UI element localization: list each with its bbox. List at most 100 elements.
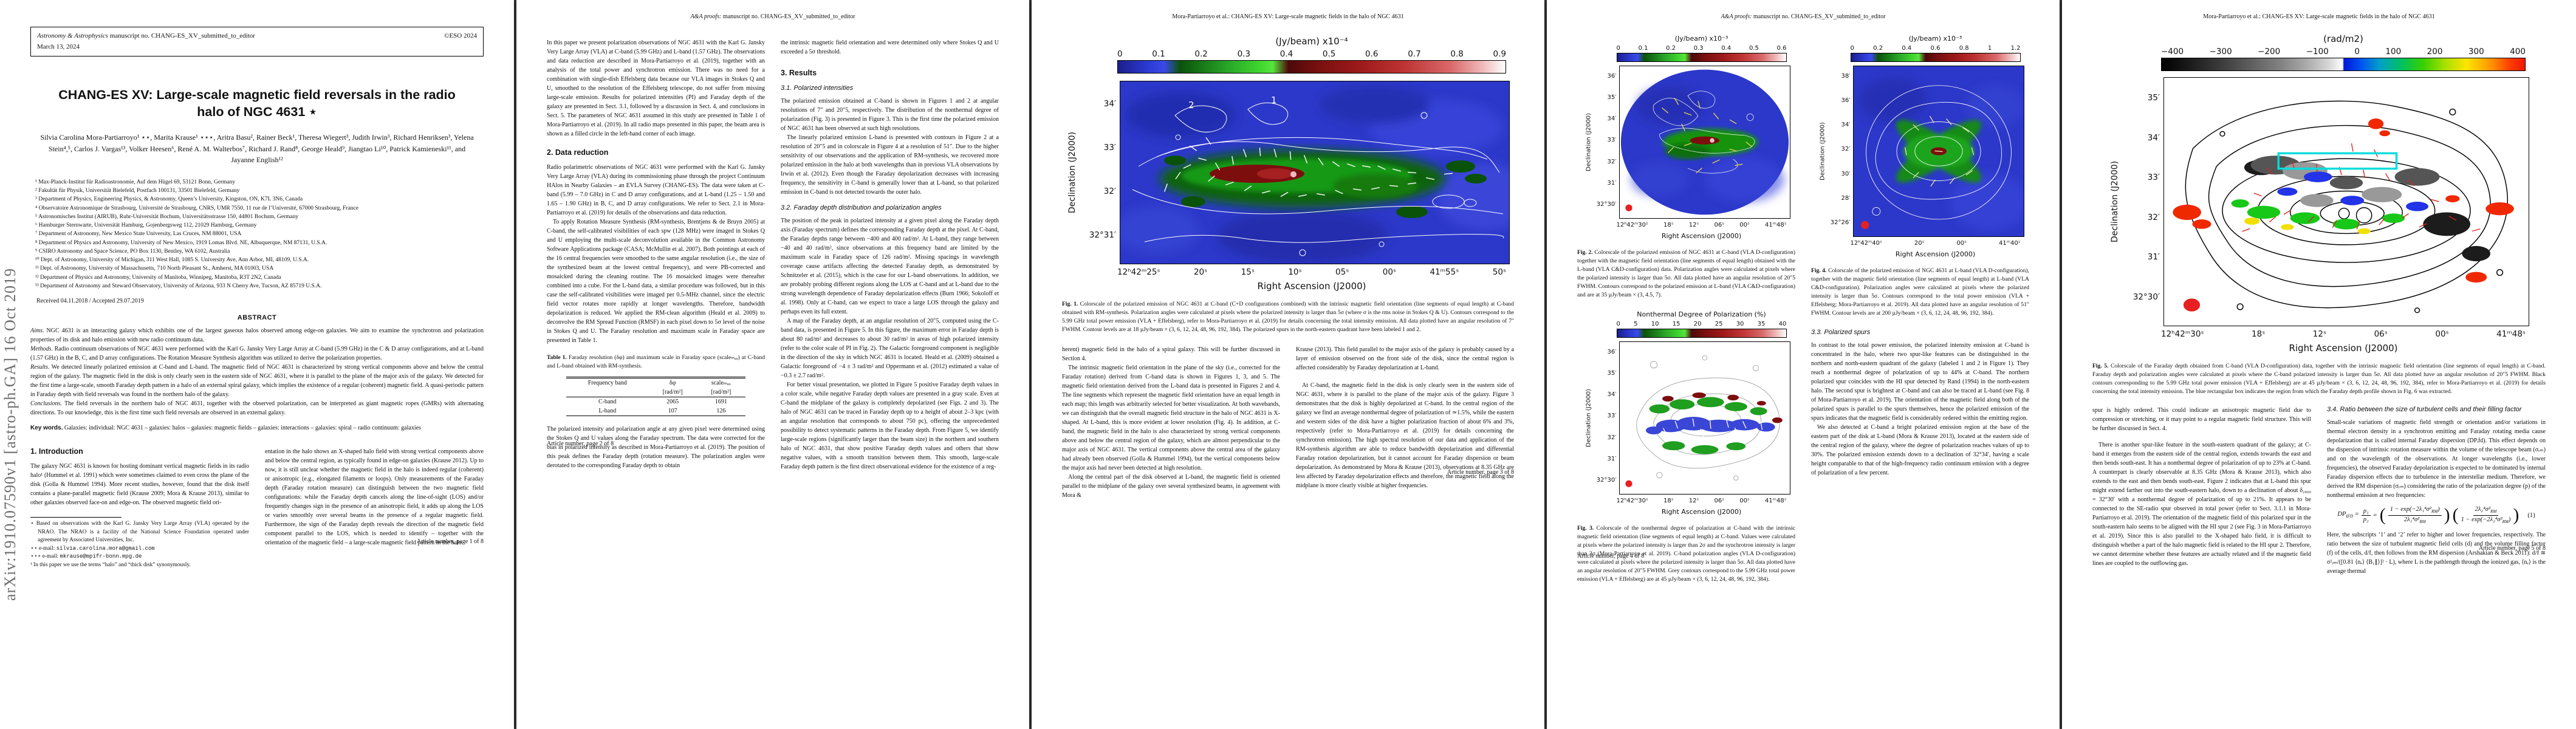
table-1: Frequency band δφ scaleₘₐₓ [rad/m²] [rad/m²… bbox=[566, 377, 745, 416]
page-footer: Article number, page 2 of 8 bbox=[547, 440, 614, 447]
fig1-xlabel: Right Ascension (J2000) bbox=[1257, 281, 1366, 292]
fig5-beam-icon bbox=[2183, 298, 2201, 312]
fig1-map: 2 1 bbox=[1120, 81, 1510, 264]
running-header: A&A proofs: manuscript no. CHANG-ES_XV_s… bbox=[1721, 13, 1886, 20]
manuscript-header-box: ©ESO 2024 Astronomy & Astrophysics manus… bbox=[30, 27, 484, 57]
fig5-map bbox=[2163, 77, 2529, 326]
fig4-colorbar bbox=[1850, 53, 2021, 62]
fig1-colorbar bbox=[1117, 60, 1506, 74]
fig4-map bbox=[1852, 66, 2024, 237]
fig1-dec-ticks: 34′ 33′ 32′ 32°31′ bbox=[1089, 99, 1116, 240]
fig3-colorbar bbox=[1616, 329, 1787, 338]
fig3-ra-ticks: 12ʰ42ᵐ30ˢ 18ˢ 12ˢ 06ˢ 00ˢ 41ᵐ48ˢ bbox=[1616, 498, 1787, 504]
fig2-dec-ticks: 36′ 35′ 34′ 33′ 32′ 31′ 32°30′ bbox=[1596, 73, 1617, 208]
figure-5: (rad/m2) −400 −300 −200 −100 0 100 200 300 400 D… bbox=[2109, 33, 2529, 354]
fig1-ra-ticks: 12ʰ42ᵐ25ˢ 20ˢ 15ˢ 10ˢ 05ˢ 00ˢ 41ᵐ55ˢ 50ˢ bbox=[1117, 267, 1506, 277]
page-4-figures-2-3-4: A&A proofs: manuscript no. CHANG-ES_XV_s… bbox=[1547, 0, 2060, 729]
footnote-email-2: ⋆⋆⋆ e-mail: mkrause@mpifr-bonn.mpg.de bbox=[30, 553, 142, 560]
section-1-heading: 1. Introduction bbox=[30, 447, 83, 456]
footnote-rule bbox=[30, 517, 122, 518]
figure-1-caption: Fig. 1. Colorscale of the polarized emis… bbox=[1062, 301, 1514, 333]
paper-title: CHANG-ES XV: Large-scale magnetic field … bbox=[58, 87, 456, 120]
footnote-email-1: ⋆⋆ e-mail: silvia.carolina.mora@gmail.co… bbox=[30, 545, 155, 552]
body-paragraph: Radio polarimetric observations of NGC 4… bbox=[547, 164, 765, 216]
keywords: Key words. Galaxies: individual: NGC 463… bbox=[30, 425, 421, 432]
fig1-colorbar-ticks: 0 0.1 0.2 0.3 0.4 0.5 0.6 0.7 0.8 0.9 bbox=[1117, 49, 1506, 59]
fig5-ra-ticks: 12ʰ42ᵐ30ˢ 18ˢ 12ˢ 06ˢ 00ˢ 41ᵐ48ˢ bbox=[2161, 329, 2526, 339]
figure-5-caption: Fig. 5. Colorscale of the Faraday depth … bbox=[2092, 363, 2546, 395]
column-left: herent) magnetic field in the halo of a … bbox=[1062, 345, 1280, 500]
body-paragraph: Along the central part of the disk obser… bbox=[1062, 474, 1280, 499]
manuscript-date: March 13, 2024 bbox=[37, 43, 80, 51]
section-3-heading: 3. Results bbox=[781, 69, 817, 77]
fig5-ylabel: Declination (J2000) bbox=[2110, 160, 2120, 243]
fig4-colorbar-ticks: 0 0.2 0.4 0.6 0.8 1 1.2 bbox=[1850, 45, 2021, 52]
body-paragraph: To apply Rotation Measure Synthesis (RM-… bbox=[547, 219, 765, 344]
body-paragraph: entation in the halo shows an X-shaped h… bbox=[265, 448, 484, 547]
column-right: the intrinsic magnetic field orientation… bbox=[781, 38, 999, 471]
page-5-figure-5: Mora-Partiarroyo et al.: CHANG-ES XV: La… bbox=[2062, 0, 2576, 729]
column-right: Krause (2013). This field parallel to th… bbox=[1296, 345, 1514, 500]
fig3-map bbox=[1619, 341, 1790, 495]
page-1-title-page: arXiv:1910.07590v1 [astro-ph.GA] 16 Oct … bbox=[0, 0, 514, 729]
fig5-xlabel: Right Ascension (J2000) bbox=[2289, 343, 2398, 354]
column-right: (Jy/beam) x10⁻³ 0 0.2 0.4 0.6 0.8 1 1.2 Declin… bbox=[1811, 35, 2029, 584]
figure-3-caption: Fig. 3. Colorscale of the nonthermal deg… bbox=[1577, 525, 1795, 583]
fig2-map bbox=[1619, 66, 1790, 219]
fig3-ylabel: Declination (J2000) bbox=[1585, 389, 1592, 447]
section-3-1-heading: 3.1. Polarized intensities bbox=[781, 84, 854, 92]
abstract: Aims. NGC 4631 is an interacting galaxy … bbox=[30, 326, 484, 417]
section-3-2-heading: 3.2. Faraday depth distribution and pola… bbox=[781, 204, 942, 211]
body-paragraph: In this paper we present polarization ob… bbox=[547, 39, 765, 137]
running-header: Mora-Partiarroyo et al.: CHANG-ES XV: La… bbox=[1172, 13, 1404, 20]
page-footer: Article number, page 1 of 8 bbox=[416, 538, 484, 545]
manuscript-no: manuscript no. CHANG-ES_XV_submitted_to_… bbox=[108, 32, 255, 39]
section-3-3-heading: 3.3. Polarized spurs bbox=[1811, 329, 1871, 336]
fig1-ylabel: Declination (J2000) bbox=[1067, 131, 1077, 214]
body-paragraph: We also detected at C-band a bright pola… bbox=[1811, 424, 2029, 476]
abstract-methods: Methods. Radio continuum observations of… bbox=[30, 346, 484, 362]
abstract-conclusions: Conclusions. The field reversals in the … bbox=[30, 400, 484, 417]
column-left: spur is highly ordered. This could indic… bbox=[2092, 406, 2311, 576]
body-paragraph: There is another spur-like feature in th… bbox=[2092, 442, 2311, 567]
footnotes: ⋆ Based on observations with the Karl G.… bbox=[30, 517, 249, 569]
table-header: δφ bbox=[669, 380, 676, 386]
body-paragraph: In contrast to the total power emission,… bbox=[1811, 342, 2029, 422]
fig5-colorbar-label: (rad/m2) bbox=[2323, 33, 2363, 44]
body-paragraph: The polarized emission obtained at C-ban… bbox=[781, 98, 999, 132]
figure-2-caption: Fig. 2. Colorscale of the polarized emis… bbox=[1577, 249, 1795, 298]
journal-name: Astronomy & Astrophysics bbox=[37, 32, 108, 39]
fig1-colorbar-label: (Jy/beam) x10⁻⁴ bbox=[1275, 36, 1348, 47]
page-footer: Article number, page 4 of 8 bbox=[1577, 553, 1645, 560]
page-3-figure-1: Mora-Partiarroyo et al.: CHANG-ES XV: La… bbox=[1032, 0, 1544, 729]
section-2-heading: 2. Data reduction bbox=[547, 148, 609, 157]
figure-1: (Jy/beam) x10⁻⁴ 0 0.1 0.2 0.3 0.4 0.5 0.6 0.7 0.… bbox=[1066, 36, 1510, 292]
figure-2: (Jy/beam) x10⁻³ 0 0.1 0.2 0.3 0.4 0.5 0.6 Decl… bbox=[1583, 35, 1790, 240]
table-row: L-band 107 126 bbox=[598, 408, 726, 414]
intro-column-left: 1. Introduction The galaxy NGC 4631 is k… bbox=[30, 447, 249, 569]
fig1-spur-label-1: 1 bbox=[1271, 95, 1277, 106]
fig4-dec-ticks: 38′ 36′ 34′ 32′ 30′ 28′ 32°26′ bbox=[1830, 73, 1851, 226]
affiliation-list: ¹ Max-Planck-Institut für Radioastronomi… bbox=[35, 179, 358, 289]
fig2-ra-ticks: 12ʰ42ᵐ30ˢ 18ˢ 12ˢ 06ˢ 00ˢ 41ᵐ48ˢ bbox=[1616, 222, 1787, 228]
fig4-ylabel: Declination (J2000) bbox=[1819, 122, 1826, 180]
section-3-4-heading: 3.4. Ratio between the size of turbulent… bbox=[2327, 406, 2522, 413]
fig5-extraction-box bbox=[2277, 152, 2398, 170]
page-footer: Article number, page 5 of 8 bbox=[2478, 545, 2546, 552]
table-header: Frequency band bbox=[587, 380, 627, 386]
figure-4: (Jy/beam) x10⁻³ 0 0.2 0.4 0.6 0.8 1 1.2 Declin… bbox=[1817, 35, 2024, 258]
body-paragraph: At C-band, the magnetic field in the dis… bbox=[1296, 382, 1514, 489]
fig4-xlabel: Right Ascension (J2000) bbox=[1895, 250, 1976, 258]
fig2-colorbar-ticks: 0 0.1 0.2 0.3 0.4 0.5 0.6 bbox=[1616, 45, 1787, 52]
body-paragraph: The galaxy NGC 4631 is known for hosting… bbox=[30, 463, 249, 507]
fig2-xlabel: Right Ascension (J2000) bbox=[1661, 232, 1742, 240]
body-paragraph: herent) magnetic field in the halo of a … bbox=[1062, 346, 1280, 362]
eso-copyright: ©ESO 2024 bbox=[444, 32, 477, 39]
body-paragraph: Krause (2013). This field parallel to th… bbox=[1296, 346, 1514, 371]
body-paragraph: The linearly polarized emission L-band i… bbox=[781, 134, 999, 196]
fig4-ra-ticks: 12ʰ42ᵐ40ˢ 20ˢ 00ˢ 41ᵐ40ˢ bbox=[1850, 240, 2021, 247]
received-accepted: Received 04.11.2018 / Accepted 29.07.201… bbox=[36, 298, 144, 305]
body-paragraph: spur is highly ordered. This could indic… bbox=[2092, 407, 2311, 432]
footnote-1: ¹ In this paper we use the terms “halo” … bbox=[30, 561, 191, 568]
abstract-results: Results. We detected linearly polarized … bbox=[30, 364, 484, 399]
